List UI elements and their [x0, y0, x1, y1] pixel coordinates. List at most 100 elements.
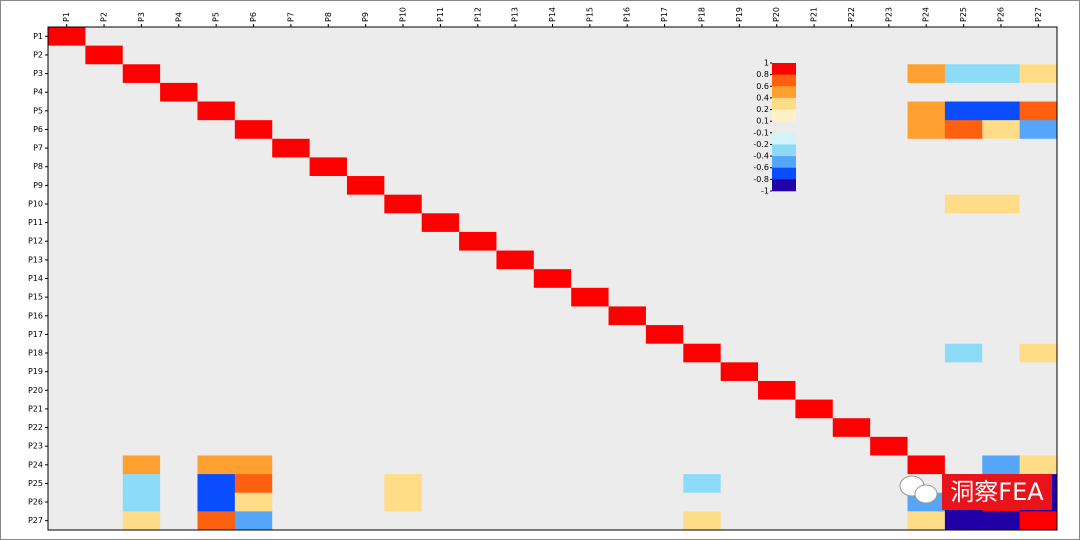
heat-cell: [720, 176, 759, 196]
heat-cell: [795, 45, 834, 65]
heat-cell: [346, 194, 385, 214]
heat-cell: [160, 436, 198, 456]
heat-cell: [907, 455, 946, 475]
heat-cell: [197, 436, 236, 456]
heat-cell: [795, 157, 834, 177]
heat-cell: [944, 250, 983, 270]
heat-cell: [459, 64, 497, 84]
heat-cell: [832, 250, 871, 270]
heat-cell: [48, 325, 86, 345]
heat-cell: [832, 176, 871, 196]
heat-cell: [272, 455, 310, 475]
heat-cell: [48, 157, 86, 177]
heat-cell: [384, 325, 423, 345]
heat-cell: [907, 306, 946, 326]
heat-cell: [496, 474, 535, 494]
heat-cell: [496, 380, 535, 400]
x-tick-label: P12: [473, 7, 482, 22]
heat-cell: [421, 120, 460, 140]
heat-cell: [720, 213, 759, 233]
heat-cell: [384, 362, 423, 382]
heat-cell: [309, 64, 348, 84]
heat-cell: [608, 306, 647, 326]
heat-cell: [122, 27, 161, 47]
colorbar-segment: [772, 63, 796, 75]
heat-cell: [197, 418, 236, 438]
heat-cell: [645, 231, 684, 251]
heat-cell: [160, 269, 198, 289]
heat-cell: [608, 120, 647, 140]
heat-cell: [48, 82, 86, 102]
heat-cell: [533, 250, 572, 270]
y-tick-label: P13: [28, 255, 43, 264]
heat-cell: [683, 213, 722, 233]
heat-cell: [795, 306, 834, 326]
heat-cell: [645, 176, 684, 196]
heat-cell: [1019, 325, 1058, 345]
heat-cell: [85, 194, 124, 214]
heat-cell: [459, 474, 497, 494]
heat-cell: [122, 250, 161, 270]
heat-cell: [197, 343, 236, 363]
colorbar-segment: [772, 132, 796, 145]
x-tick-label: P21: [810, 7, 819, 22]
heat-cell: [346, 213, 385, 233]
heat-cell: [160, 325, 198, 345]
heat-cell: [1019, 176, 1058, 196]
colorbar-segment: [772, 97, 796, 110]
y-tick-label: P9: [33, 181, 43, 190]
heat-cell: [533, 213, 572, 233]
heat-cell: [832, 474, 871, 494]
heat-cell: [459, 213, 497, 233]
heat-cell: [533, 492, 572, 512]
heat-cell: [795, 418, 834, 438]
heat-cell: [795, 343, 834, 363]
heat-cell: [48, 45, 86, 65]
heat-cell: [197, 287, 236, 307]
x-tick-label: P16: [623, 7, 632, 22]
heat-cell: [795, 138, 834, 158]
x-tick-label: P6: [249, 12, 258, 22]
heat-cell: [160, 455, 198, 475]
heat-cell: [907, 399, 946, 419]
heat-cell: [272, 194, 310, 214]
heat-cell: [496, 82, 535, 102]
x-tick-label: P2: [100, 12, 109, 22]
heat-cell: [758, 474, 796, 494]
heat-cell: [309, 362, 348, 382]
heat-cell: [645, 269, 684, 289]
heat-cell: [346, 511, 385, 531]
heat-cell: [832, 511, 871, 531]
heat-cell: [645, 380, 684, 400]
heat-cell: [346, 436, 385, 456]
heat-cell: [309, 82, 348, 102]
heat-cell: [608, 325, 647, 345]
heat-cell: [944, 380, 983, 400]
colorbar-segment: [772, 121, 796, 134]
heat-cell: [944, 157, 983, 177]
heat-cell: [1019, 27, 1058, 47]
heat-cell: [421, 474, 460, 494]
heat-cell: [272, 474, 310, 494]
heat-cell: [645, 138, 684, 158]
x-tick-label: P23: [884, 7, 893, 22]
heat-cell: [309, 45, 348, 65]
heat-cell: [982, 418, 1021, 438]
heat-cell: [160, 120, 198, 140]
heat-cell: [870, 436, 908, 456]
heat-cell: [48, 362, 86, 382]
heat-cell: [234, 474, 273, 494]
y-tick-label: P16: [28, 311, 43, 320]
heat-cell: [85, 399, 124, 419]
heat-cell: [683, 325, 722, 345]
heat-cell: [720, 138, 759, 158]
heat-cell: [309, 120, 348, 140]
heat-cell: [122, 511, 161, 531]
heat-cell: [85, 269, 124, 289]
y-tick-label: P26: [28, 498, 43, 507]
heat-cell: [421, 325, 460, 345]
heat-cell: [571, 231, 609, 251]
heat-cell: [346, 343, 385, 363]
heat-cell: [309, 213, 348, 233]
heat-cell: [533, 120, 572, 140]
